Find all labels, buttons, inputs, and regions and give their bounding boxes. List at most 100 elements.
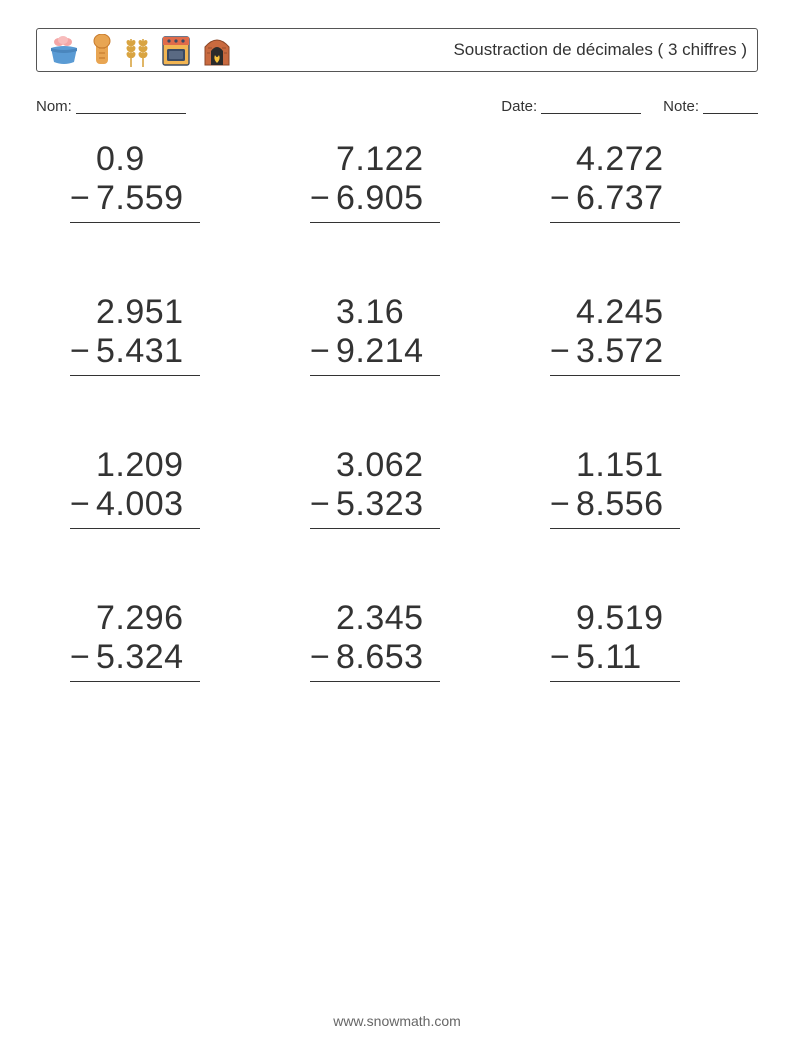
- fireplace-icon: [201, 33, 233, 67]
- minus-sign: −: [310, 485, 336, 524]
- header-icons: [47, 33, 233, 67]
- subtrahend-row: −5.431: [70, 332, 184, 371]
- answer-rule: [550, 222, 680, 223]
- answer-rule: [70, 222, 200, 223]
- minuend: 3.062: [336, 446, 424, 485]
- subtrahend: 8.653: [336, 638, 424, 677]
- minus-sign: −: [550, 179, 576, 218]
- note-blank: [703, 98, 758, 114]
- minus-sign: −: [70, 179, 96, 218]
- subtrahend: 7.559: [96, 179, 184, 218]
- answer-rule: [70, 528, 200, 529]
- minus-sign: −: [310, 638, 336, 677]
- subtrahend: 9.214: [336, 332, 424, 371]
- wheat-icon: [123, 33, 151, 67]
- minuend: 9.519: [576, 599, 664, 638]
- minuend-row: 1.209: [70, 446, 184, 485]
- problem: 1.209−4.003: [60, 446, 260, 529]
- subtrahend-row: −8.556: [550, 485, 664, 524]
- subtrahend-row: −4.003: [70, 485, 184, 524]
- answer-rule: [550, 375, 680, 376]
- note-label: Note:: [663, 98, 699, 115]
- subtrahend: 5.324: [96, 638, 184, 677]
- minuend: 1.209: [96, 446, 184, 485]
- name-label: Nom:: [36, 98, 72, 115]
- answer-rule: [550, 528, 680, 529]
- subtrahend-row: −5.11: [550, 638, 642, 677]
- minuend-row: 3.16: [310, 293, 404, 332]
- minus-sign: −: [70, 485, 96, 524]
- minuend: 4.245: [576, 293, 664, 332]
- answer-rule: [310, 528, 440, 529]
- minus-sign: −: [310, 332, 336, 371]
- name-field: Nom:: [36, 98, 186, 115]
- minus-sign: −: [70, 638, 96, 677]
- subtrahend: 3.572: [576, 332, 664, 371]
- minuend-row: 2.951: [70, 293, 184, 332]
- minuend-row: 2.345: [310, 599, 424, 638]
- oven-icon: [161, 33, 191, 67]
- minuend: 7.296: [96, 599, 184, 638]
- answer-rule: [70, 375, 200, 376]
- worksheet-title: Soustraction de décimales ( 3 chiffres ): [453, 40, 747, 60]
- minuend-row: 7.296: [70, 599, 184, 638]
- minuend: 7.122: [336, 140, 424, 179]
- problem: 4.245−3.572: [540, 293, 740, 376]
- date-blank: [541, 98, 641, 114]
- minuend-row: 3.062: [310, 446, 424, 485]
- subtrahend-row: −3.572: [550, 332, 664, 371]
- minuend: 0.9: [96, 140, 145, 179]
- problem: 3.16−9.214: [300, 293, 500, 376]
- answer-rule: [70, 681, 200, 682]
- subtrahend: 6.905: [336, 179, 424, 218]
- problem: 7.122−6.905: [300, 140, 500, 223]
- subtrahend: 8.556: [576, 485, 664, 524]
- problem: 4.272−6.737: [540, 140, 740, 223]
- minuend-row: 1.151: [550, 446, 664, 485]
- minuend: 1.151: [576, 446, 664, 485]
- minuend: 2.345: [336, 599, 424, 638]
- problem: 2.951−5.431: [60, 293, 260, 376]
- subtrahend: 5.323: [336, 485, 424, 524]
- subtrahend: 5.431: [96, 332, 184, 371]
- subtrahend-row: −8.653: [310, 638, 424, 677]
- date-label: Date:: [501, 98, 537, 115]
- subtrahend: 4.003: [96, 485, 184, 524]
- minuend: 3.16: [336, 293, 404, 332]
- minuend-row: 7.122: [310, 140, 424, 179]
- subtrahend-row: −5.324: [70, 638, 184, 677]
- subtrahend-row: −6.737: [550, 179, 664, 218]
- problem: 0.9−7.559: [60, 140, 260, 223]
- answer-rule: [550, 681, 680, 682]
- bread-icon: [91, 34, 113, 66]
- header-box: Soustraction de décimales ( 3 chiffres ): [36, 28, 758, 72]
- answer-rule: [310, 681, 440, 682]
- answer-rule: [310, 375, 440, 376]
- problem: 3.062−5.323: [300, 446, 500, 529]
- minus-sign: −: [550, 332, 576, 371]
- minuend-row: 0.9: [70, 140, 145, 179]
- problem: 2.345−8.653: [300, 599, 500, 682]
- footer-url: www.snowmath.com: [0, 1013, 794, 1029]
- subtrahend-row: −7.559: [70, 179, 184, 218]
- subtrahend-row: −5.323: [310, 485, 424, 524]
- name-blank: [76, 98, 186, 114]
- problem: 9.519−5.11: [540, 599, 740, 682]
- minus-sign: −: [310, 179, 336, 218]
- minus-sign: −: [550, 638, 576, 677]
- minuend-row: 4.272: [550, 140, 664, 179]
- minuend-row: 9.519: [550, 599, 664, 638]
- minuend: 2.951: [96, 293, 184, 332]
- subtrahend: 5.11: [576, 638, 642, 677]
- minuend-row: 4.245: [550, 293, 664, 332]
- minus-sign: −: [70, 332, 96, 371]
- subtrahend-row: −9.214: [310, 332, 424, 371]
- subtrahend: 6.737: [576, 179, 664, 218]
- eggs-basket-icon: [47, 34, 81, 66]
- info-line: Nom: Date: Note:: [36, 98, 758, 115]
- answer-rule: [310, 222, 440, 223]
- minus-sign: −: [550, 485, 576, 524]
- minuend: 4.272: [576, 140, 664, 179]
- problem: 7.296−5.324: [60, 599, 260, 682]
- problem: 1.151−8.556: [540, 446, 740, 529]
